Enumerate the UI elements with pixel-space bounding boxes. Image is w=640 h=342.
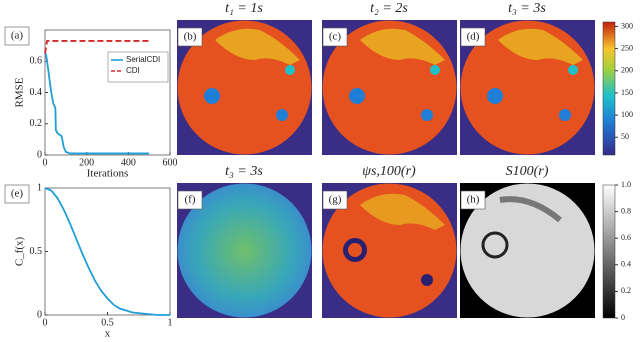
panel-title: t₁ = 1s xyxy=(225,1,263,16)
colorbar xyxy=(602,184,616,319)
colorbar-tick-label: 0 xyxy=(621,313,625,322)
x-tick-label: 1 xyxy=(168,317,173,328)
panel-label: (b) xyxy=(184,31,197,43)
x-tick-label: 600 xyxy=(163,157,178,168)
legend-box xyxy=(107,51,169,83)
y-tick-label: 1 xyxy=(37,182,42,193)
colorbar-tick-label: 250 xyxy=(621,43,633,52)
legend-label: SerialCDI xyxy=(126,55,160,64)
panel-label: (d) xyxy=(467,31,480,43)
panel-label: (e) xyxy=(11,188,24,200)
colorbar-tick-label: 300 xyxy=(621,21,633,30)
label-box xyxy=(177,27,203,47)
panel-title: S100(r) xyxy=(506,164,549,179)
y-tick-label: 0.5 xyxy=(30,246,43,257)
label-box xyxy=(4,26,30,46)
panel-label: (a) xyxy=(11,30,24,42)
colorbar-tick-label: 0.6 xyxy=(621,233,631,242)
line xyxy=(44,40,150,54)
y-tick-label: 0.6 xyxy=(30,56,43,67)
panel-title: t₃ = 3s xyxy=(225,164,263,179)
colorbar-tick-label: 150 xyxy=(621,88,633,97)
y-axis-label: RMSE xyxy=(14,77,26,107)
legend-label: CDI xyxy=(126,66,140,75)
panel-title: ψs,100(r) xyxy=(362,164,416,179)
label-box xyxy=(460,190,486,210)
colorbar xyxy=(602,21,616,156)
panel-title: t₂ = 2s xyxy=(370,1,408,16)
colorbar-tick-label: 0.8 xyxy=(621,206,631,215)
x-tick-label: 400 xyxy=(121,157,136,168)
label-box xyxy=(4,184,30,204)
x-axis-label: Iterations xyxy=(87,168,129,180)
plot-frame xyxy=(44,187,171,316)
plot-frame xyxy=(44,29,171,156)
label-box xyxy=(177,190,203,210)
y-tick-label: 0 xyxy=(37,149,42,160)
x-axis-label: x xyxy=(105,328,111,340)
colorbar-tick-label: 200 xyxy=(621,66,633,75)
colorbar-tick-label: 1.0 xyxy=(621,180,631,189)
panel-label: (f) xyxy=(185,194,196,206)
panel-title: t₃ = 3s xyxy=(508,1,546,16)
y-tick-label: 0.4 xyxy=(30,87,43,98)
panel-label: (g) xyxy=(329,194,342,206)
label-box xyxy=(322,27,348,47)
x-tick-label: 200 xyxy=(79,157,94,168)
y-tick-label: 0 xyxy=(37,309,42,320)
y-tick-label: 0.2 xyxy=(30,118,43,129)
x-tick-label: 0 xyxy=(43,157,48,168)
image-b xyxy=(177,20,312,155)
image-c xyxy=(322,20,457,155)
y-axis-label: C_f(x) xyxy=(14,237,26,267)
line xyxy=(44,187,170,316)
label-box xyxy=(460,27,486,47)
label-box xyxy=(322,190,348,210)
x-tick-label: 0 xyxy=(43,317,48,328)
panel-label: (h) xyxy=(467,194,480,206)
panel-label: (c) xyxy=(329,31,342,43)
colorbar-tick-label: 0.4 xyxy=(621,260,631,269)
colorbar-tick-label: 50 xyxy=(621,132,629,141)
line xyxy=(44,51,150,155)
colorbar-tick-label: 0.2 xyxy=(621,286,631,295)
image-g xyxy=(322,183,457,318)
x-tick-label: 0.5 xyxy=(101,317,114,328)
colorbar-tick-label: 100 xyxy=(621,110,633,119)
